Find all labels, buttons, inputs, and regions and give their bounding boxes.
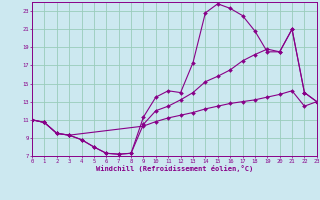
X-axis label: Windchill (Refroidissement éolien,°C): Windchill (Refroidissement éolien,°C): [96, 165, 253, 172]
